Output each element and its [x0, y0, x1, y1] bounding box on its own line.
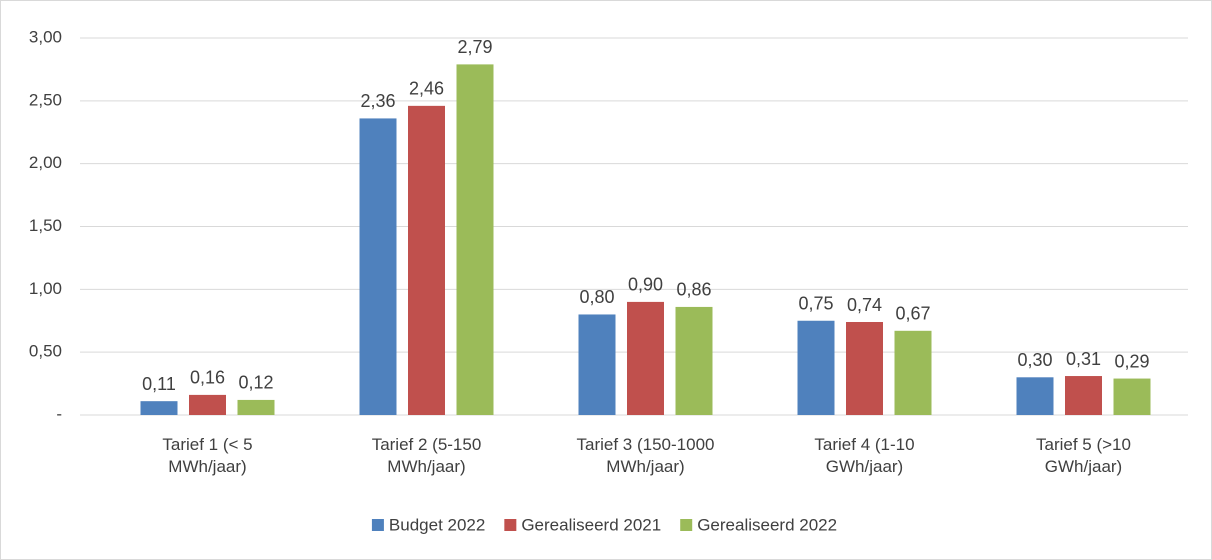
bar — [237, 399, 275, 415]
x-tick-label: Tarief 5 (>10 GWh/jaar) — [1036, 435, 1131, 476]
y-tick-label: 2,00 — [29, 153, 62, 172]
data-label: 0,90 — [628, 275, 663, 295]
bar — [189, 394, 226, 415]
y-tick-label: 2,50 — [29, 90, 62, 109]
bar — [1016, 377, 1054, 415]
bar — [408, 105, 445, 416]
y-tick-label: - — [56, 404, 62, 423]
legend-swatch — [504, 519, 517, 531]
data-label: 2,36 — [360, 91, 395, 111]
y-tick-label: 3,00 — [29, 27, 62, 46]
legend-label: Budget 2022 — [389, 515, 485, 534]
data-label: 0,12 — [238, 373, 273, 393]
x-tick-label: Tarief 4 (1-10 GWh/jaar) — [814, 435, 915, 476]
x-tick-label: Tarief 1 (< 5 MWh/jaar) — [162, 435, 253, 476]
data-label: 0,11 — [142, 374, 176, 394]
legend-swatch — [371, 519, 384, 531]
x-tick-label: Tarief 2 (5-150 MWh/jaar) — [371, 435, 482, 476]
bar — [797, 320, 835, 415]
data-label: 0,16 — [190, 368, 225, 388]
legend-label: Gerealiseerd 2022 — [697, 515, 837, 534]
y-tick-label: 1,50 — [29, 216, 62, 235]
data-label: 0,67 — [895, 304, 930, 324]
legend-label: Gerealiseerd 2021 — [521, 515, 661, 534]
bar — [1065, 376, 1102, 415]
data-label: 0,30 — [1017, 350, 1052, 370]
bar — [675, 306, 713, 415]
data-label: 2,79 — [457, 37, 492, 57]
y-tick-label: 1,00 — [29, 279, 62, 298]
y-tick-label: 0,50 — [29, 342, 62, 361]
bar — [1113, 378, 1151, 415]
x-tick-label: Tarief 3 (150-1000 MWh/jaar) — [576, 435, 715, 476]
data-label: 0,29 — [1114, 351, 1149, 371]
data-label: 2,46 — [409, 79, 444, 99]
bar — [456, 64, 494, 415]
bar — [140, 401, 178, 415]
data-label: 0,75 — [798, 294, 833, 314]
data-label: 0,31 — [1066, 349, 1101, 369]
bar — [894, 330, 932, 415]
data-label: 0,74 — [847, 295, 882, 315]
bar — [359, 118, 397, 415]
bar — [846, 322, 883, 415]
bar — [627, 301, 664, 415]
legend-swatch — [680, 519, 693, 531]
bar — [578, 314, 616, 415]
data-label: 0,86 — [676, 280, 711, 300]
data-label: 0,80 — [579, 287, 614, 307]
